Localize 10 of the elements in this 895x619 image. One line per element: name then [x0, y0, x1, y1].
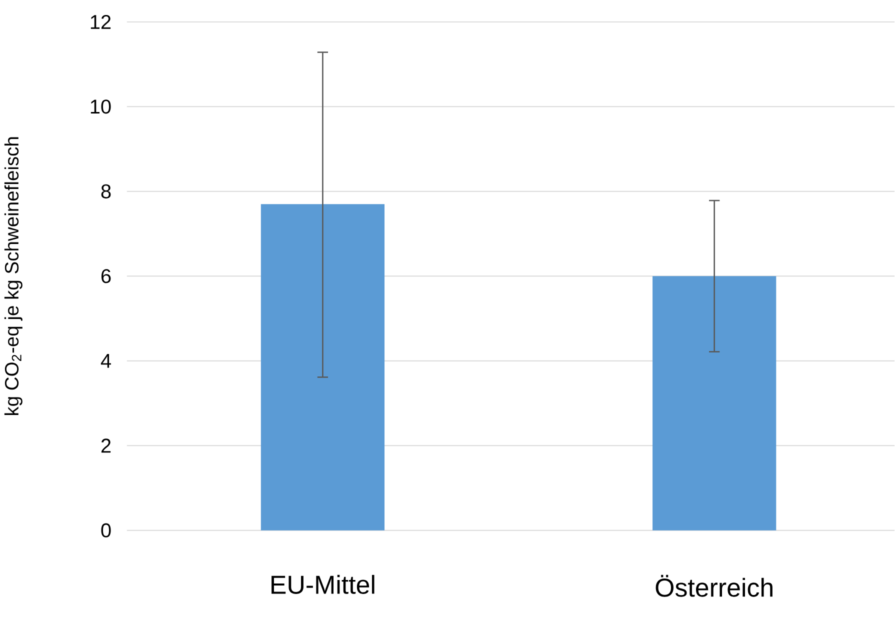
y-tick-label: 6 [101, 269, 111, 284]
y-tick-label: 0 [101, 523, 111, 538]
y-tick-label: 2 [101, 438, 111, 453]
y-tick-label: 12 [90, 14, 111, 29]
x-tick-label: EU-Mittel [272, 574, 374, 594]
y-tick-label: 8 [101, 184, 111, 198]
y-tick-label: 10 [90, 100, 111, 114]
x-tick-label: Österreich [656, 574, 772, 597]
y-axis-title: kg CO$_{2}$-eq je kg Schweinefleisch [4, 137, 22, 415]
y-tick-label: 4 [100, 354, 111, 368]
